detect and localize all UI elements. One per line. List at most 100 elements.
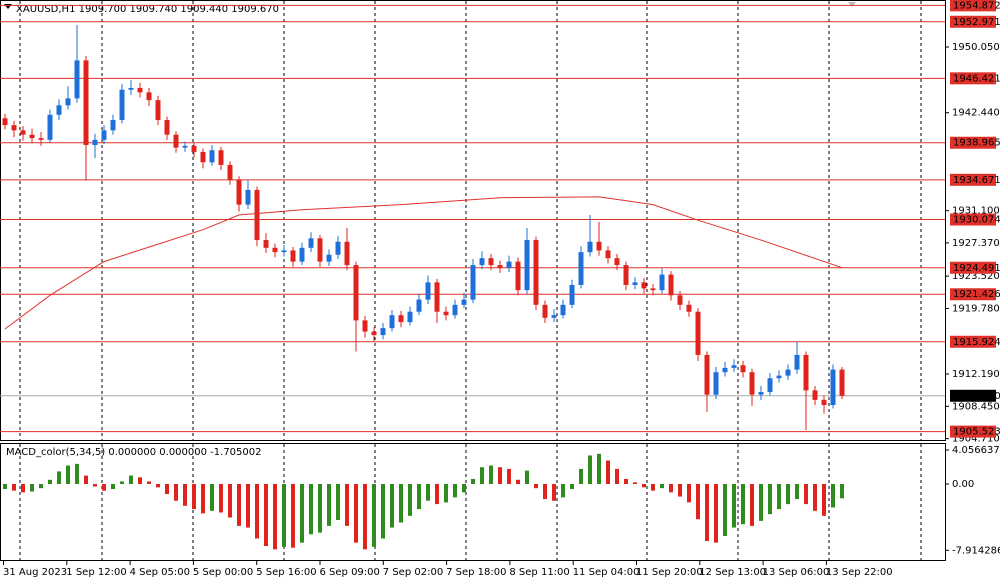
candle-body — [542, 304, 548, 318]
candle-body — [776, 375, 782, 379]
macd-bar — [372, 483, 376, 547]
candle-body — [740, 365, 746, 373]
macd-bar — [777, 483, 781, 510]
moving-average — [4, 196, 843, 330]
macd-bar — [381, 483, 385, 539]
level-label: 1946.421 — [953, 73, 1000, 84]
macd-bar — [192, 483, 196, 510]
candle-body — [155, 100, 161, 120]
macd-title: MACD_color(5,34,5) 0.000000 0.000000 -1.… — [6, 447, 262, 458]
macd-bar — [408, 483, 412, 516]
macd-bar — [543, 483, 547, 500]
y-tick-label: 1923.520 — [952, 271, 1000, 282]
candle-body — [758, 392, 764, 395]
candle-body — [83, 60, 89, 146]
candle-body — [569, 284, 575, 305]
candle-body — [614, 258, 620, 266]
level-box — [950, 0, 996, 12]
candle-body — [29, 134, 35, 139]
x-tick-label: 7 Sep 02:00 — [383, 567, 443, 578]
macd-bar — [39, 483, 43, 489]
candle-body — [425, 282, 431, 300]
candle-body — [668, 274, 674, 296]
level-label: 1930.074 — [953, 215, 1000, 226]
candle-body — [47, 114, 53, 140]
macd-bar — [255, 483, 259, 539]
level-box — [950, 72, 996, 85]
candle-body — [605, 250, 611, 259]
y-tick-label: 1942.440 — [952, 108, 1000, 119]
macd-bar — [309, 483, 313, 535]
candle-body — [821, 399, 827, 406]
candle-body — [632, 282, 638, 285]
macd-bar — [606, 460, 610, 484]
x-tick-label: 5 Sep 00:00 — [193, 567, 253, 578]
macd-bar — [561, 483, 565, 498]
candle-body — [20, 130, 26, 135]
macd-bar — [336, 483, 340, 521]
level-label: 1924.491 — [953, 263, 1000, 274]
candle-body — [137, 88, 143, 93]
macd-bar — [642, 483, 646, 488]
candle-body — [767, 378, 773, 393]
macd-bar — [111, 483, 115, 490]
candle-body — [110, 119, 116, 131]
macd-bar — [660, 483, 664, 489]
macd-bar — [66, 465, 70, 484]
y-tick-label: 1919.780 — [952, 303, 1000, 314]
candle-body — [470, 265, 476, 300]
macd-bar — [390, 483, 394, 528]
macd-bar — [480, 467, 484, 484]
candle-body — [641, 282, 647, 289]
macd-bar — [453, 483, 457, 498]
level-box — [950, 173, 996, 186]
macd-bar — [174, 483, 178, 501]
candle-body — [506, 261, 512, 268]
candle-body — [218, 150, 224, 165]
x-tick-label: 1 Sep 12:00 — [66, 567, 126, 578]
macd-bar — [219, 483, 223, 513]
x-tick-label: 8 Sep 11:00 — [509, 567, 569, 578]
x-tick-label: 11 Sep 04:00 — [573, 567, 640, 578]
level-label: 1954.872 — [953, 0, 1000, 11]
macd-tick-label: 0.00 — [952, 479, 974, 490]
level-box — [950, 213, 996, 226]
macd-bar — [156, 483, 160, 488]
macd-bar — [705, 483, 709, 541]
candle-body — [254, 189, 260, 241]
candle-body — [830, 369, 836, 406]
macd-bar — [228, 483, 232, 518]
macd-bar — [102, 483, 106, 491]
candle-body — [11, 125, 17, 131]
level-label: 1921.426 — [953, 289, 1000, 300]
candle-body — [200, 151, 206, 163]
macd-bar — [246, 483, 250, 528]
macd-bar — [57, 471, 61, 484]
macd-bar — [300, 483, 304, 543]
macd-bar — [507, 468, 511, 484]
macd-bar — [273, 483, 277, 550]
macd-bar — [498, 467, 502, 484]
candle-body — [299, 247, 305, 262]
x-tick-label: 13 Sep 22:00 — [826, 567, 893, 578]
candle-body — [677, 295, 683, 305]
y-tick-label: 1908.450 — [952, 401, 1000, 412]
macd-bar — [471, 478, 475, 484]
candle-body — [533, 240, 539, 305]
candle-body — [173, 134, 179, 148]
candle-body — [803, 354, 809, 391]
candle-body — [524, 240, 530, 291]
y-tick-label: 1904.710 — [952, 434, 1000, 445]
candle-body — [497, 265, 503, 268]
macd-bar — [534, 483, 538, 489]
macd-bar — [633, 482, 637, 484]
candle-body — [272, 247, 278, 253]
macd-bar — [768, 483, 772, 515]
candle-body — [245, 189, 251, 205]
macd-bar — [417, 483, 421, 510]
level-label: 1915.924 — [953, 337, 1000, 348]
macd-bar — [795, 483, 799, 500]
macd-bar — [588, 455, 592, 484]
level-label: 1952.971 — [953, 17, 1000, 28]
